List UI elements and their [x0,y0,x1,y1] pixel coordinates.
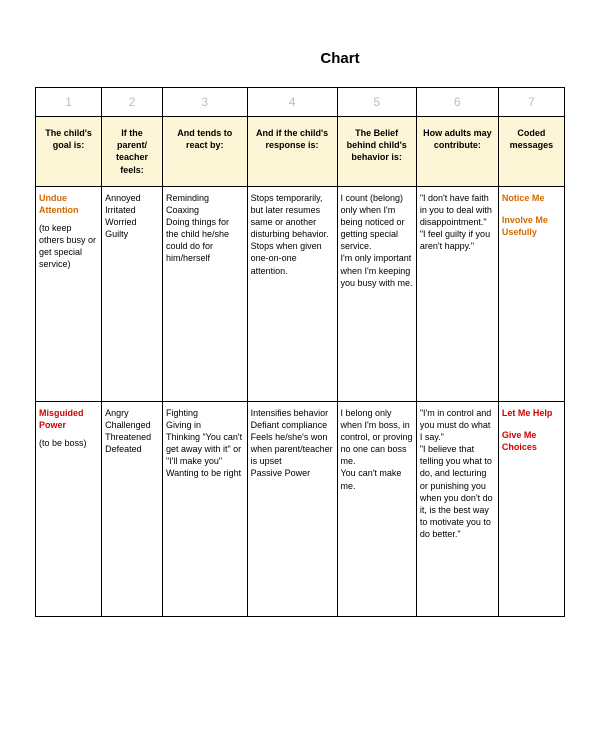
coded-message: Notice Me [502,192,561,204]
table-row: Misguided Power (to be boss) AngryChalle… [36,401,565,616]
cell-coded: Notice Me Involve Me Usefully [498,186,564,401]
col-number: 5 [337,88,416,117]
header-belief: The Belief behind child's behavior is: [337,117,416,187]
col-number: 6 [416,88,498,117]
coded-message: Involve Me Usefully [502,214,561,238]
cell-response: Stops temporarily, but later resumes sam… [247,186,337,401]
chart-title: Chart [115,50,565,67]
coded-message: Let Me Help [502,407,561,419]
page-container: Chart 1 2 3 4 5 6 7 The child's goal is:… [0,0,600,647]
behavior-chart-table: 1 2 3 4 5 6 7 The child's goal is: If th… [35,87,565,617]
header-goal: The child's goal is: [36,117,102,187]
cell-belief: I count (belong) only when I'm being not… [337,186,416,401]
goal-sub-text: (to be boss) [39,437,98,449]
goal-main-text: Undue Attention [39,193,79,215]
col-number: 3 [162,88,247,117]
cell-response: Intensifies behaviorDefiant complianceFe… [247,401,337,616]
cell-react: FightingGiving inThinking "You can't get… [162,401,247,616]
table-row: Undue Attention (to keep others busy or … [36,186,565,401]
header-response: And if the child's response is: [247,117,337,187]
header-feels: If the parent/ teacher feels: [102,117,163,187]
cell-feels: AnnoyedIrritatedWorriedGuilty [102,186,163,401]
header-contribute: How adults may contribute: [416,117,498,187]
cell-belief: I belong only when I'm boss, in control,… [337,401,416,616]
cell-react: RemindingCoaxingDoing things for the chi… [162,186,247,401]
header-coded: Coded messages [498,117,564,187]
coded-message: Give Me Choices [502,429,561,453]
goal-sub-text: (to keep others busy or get special serv… [39,222,98,271]
col-number: 1 [36,88,102,117]
cell-contribute: "I don't have faith in you to deal with … [416,186,498,401]
col-number: 4 [247,88,337,117]
cell-contribute: "I'm in control and you must do what I s… [416,401,498,616]
col-number: 2 [102,88,163,117]
col-number: 7 [498,88,564,117]
column-header-row: The child's goal is: If the parent/ teac… [36,117,565,187]
cell-feels: AngryChallengedThreatenedDefeated [102,401,163,616]
header-react: And tends to react by: [162,117,247,187]
goal-main-text: Misguided Power [39,408,84,430]
cell-goal: Misguided Power (to be boss) [36,401,102,616]
cell-goal: Undue Attention (to keep others busy or … [36,186,102,401]
column-number-row: 1 2 3 4 5 6 7 [36,88,565,117]
cell-coded: Let Me Help Give Me Choices [498,401,564,616]
